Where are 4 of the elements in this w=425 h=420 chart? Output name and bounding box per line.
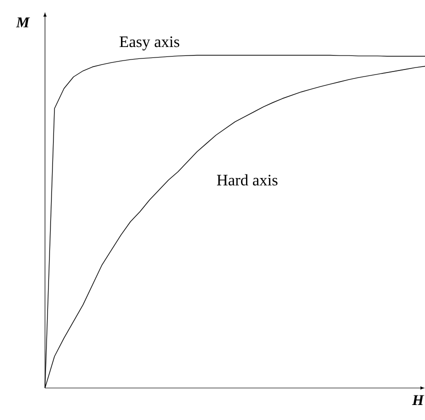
series-label: Hard axis [216,174,278,186]
series-label: Easy axis [120,36,180,50]
x-axis-title: H [412,395,424,405]
y-axis-title: M [16,18,30,28]
